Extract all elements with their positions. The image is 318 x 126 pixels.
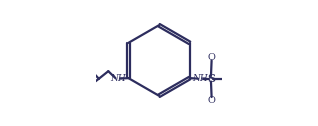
Text: S: S bbox=[207, 73, 215, 84]
Text: NH: NH bbox=[192, 74, 208, 83]
Text: NH: NH bbox=[110, 74, 126, 83]
Text: O: O bbox=[208, 96, 216, 105]
Text: O: O bbox=[208, 53, 216, 62]
